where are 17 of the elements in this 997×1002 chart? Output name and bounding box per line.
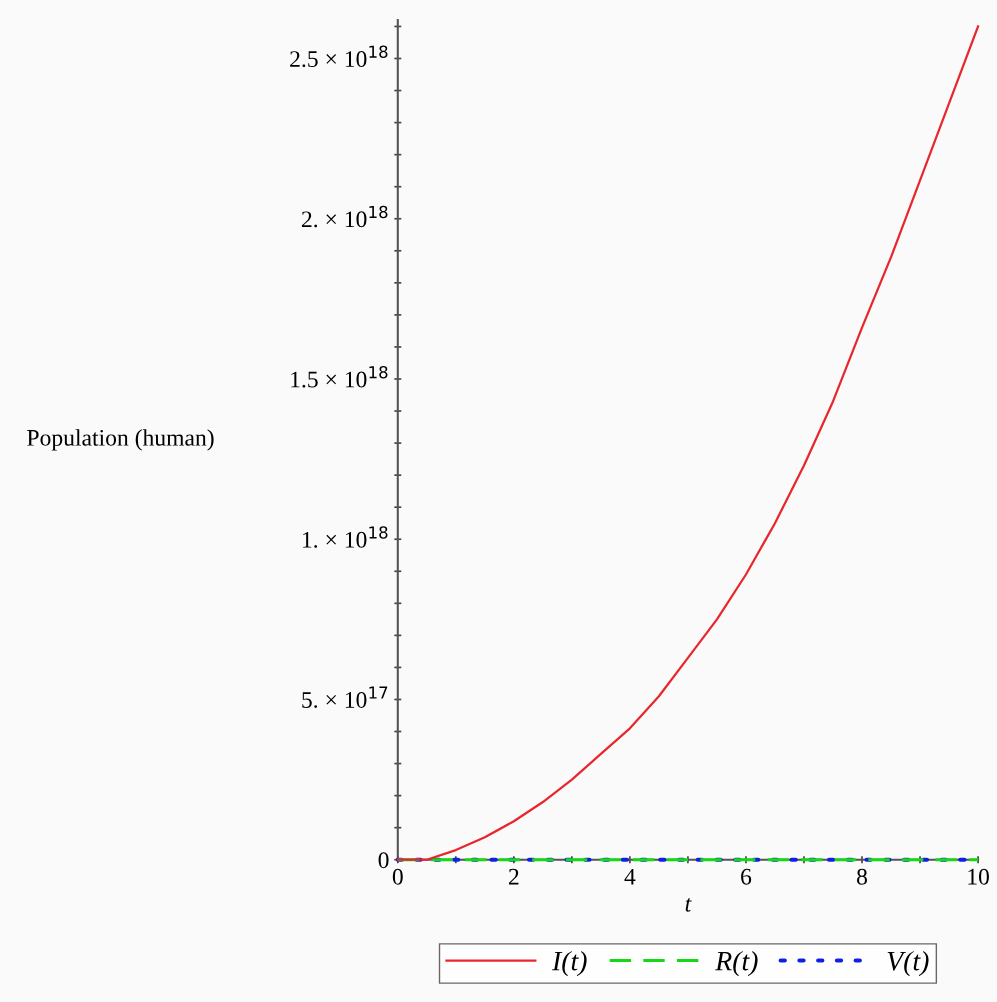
y-tick-label: 2.5 × 10$^{18}$ (290, 45, 388, 68)
y-tick-label: 5. × 10$^{17}$ (302, 686, 388, 708)
legend-label: R(t) (715, 950, 758, 977)
x-tick-label: 4 (624, 868, 636, 885)
legend-label: I(t) (551, 950, 587, 977)
x-tick-label: 10 (968, 868, 989, 885)
x-tick-label: 0 (392, 868, 403, 885)
y-axis-title: Population (human) (27, 429, 214, 451)
x-tick-label: 8 (857, 868, 868, 885)
y-tick-label: 1.5 × 10$^{18}$ (291, 365, 388, 388)
legend-label: V(t) (887, 950, 929, 977)
y-tick-label: 2. × 10$^{18}$ (301, 205, 388, 228)
x-axis-title: t (685, 898, 692, 912)
y-tick-label: 0 (378, 852, 389, 869)
x-tick-label: 6 (741, 868, 752, 885)
y-tick-label: 1. × 10$^{18}$ (303, 526, 388, 548)
x-tick-label: 2 (508, 868, 519, 885)
